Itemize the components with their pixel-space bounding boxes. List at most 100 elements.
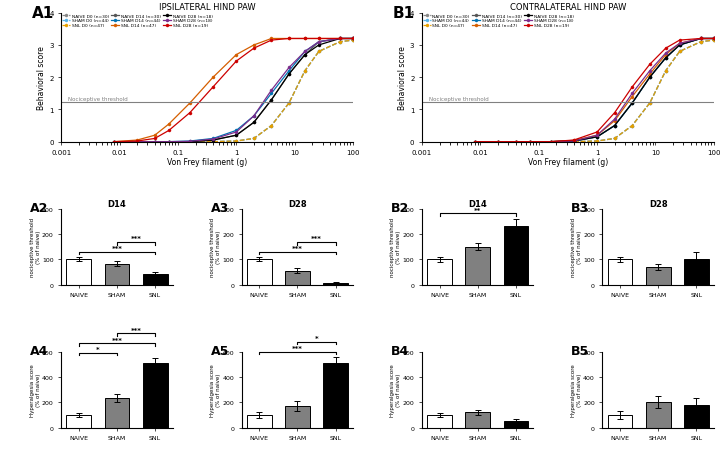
SHAM D0 (n=44) [314, 50, 323, 55]
NAIVE D28 (n=18) [645, 75, 654, 81]
NAIVE D0 (n=30) [249, 136, 258, 142]
SHAM D14 (n=44) [349, 37, 358, 42]
NAIVE D14 (n=30) [628, 101, 637, 106]
SNL D28 (n=19) [547, 140, 555, 145]
NAIVE D14 (n=30) [494, 140, 503, 145]
SHAM D28 (n=18) [110, 140, 118, 145]
SNL D14 (n=47) [547, 140, 555, 145]
Text: A2: A2 [30, 202, 48, 215]
Bar [323, 283, 348, 285]
SHAM D28 (n=18) [645, 69, 654, 74]
Bar [66, 415, 91, 428]
SNL D14 (n=47) [301, 37, 309, 42]
Text: ***: *** [131, 327, 141, 333]
Line: NAIVE D28 (n=18): NAIVE D28 (n=18) [112, 38, 355, 144]
Line: SNL D0 (n=47): SNL D0 (n=47) [112, 40, 355, 144]
SHAM D28 (n=18) [526, 140, 534, 145]
NAIVE D28 (n=18) [494, 140, 503, 145]
NAIVE D28 (n=18) [676, 43, 684, 49]
Y-axis label: nociceptive threshold
(% of naive): nociceptive threshold (% of naive) [30, 218, 40, 277]
NAIVE D14 (n=30) [349, 37, 358, 42]
Text: B3: B3 [571, 202, 589, 215]
NAIVE D14 (n=30) [285, 72, 293, 77]
Title: IPSILATERAL HIND PAW: IPSILATERAL HIND PAW [159, 3, 255, 11]
NAIVE D0 (n=30) [661, 69, 670, 74]
SNL D0 (n=47) [511, 140, 520, 145]
NAIVE D14 (n=30) [526, 140, 534, 145]
NAIVE D28 (n=18) [185, 140, 194, 145]
SHAM D0 (n=44) [336, 40, 345, 46]
SHAM D14 (n=44) [611, 123, 619, 129]
Bar [143, 364, 167, 428]
NAIVE D14 (n=30) [110, 140, 118, 145]
SHAM D0 (n=44) [301, 69, 309, 74]
Title: D28: D28 [649, 200, 668, 209]
NAIVE D0 (n=30) [494, 140, 503, 145]
SHAM D28 (n=18) [267, 88, 275, 94]
Text: B1: B1 [393, 6, 415, 21]
NAIVE D0 (n=30) [470, 140, 479, 145]
NAIVE D0 (n=30) [133, 140, 141, 145]
SNL D28 (n=19) [209, 85, 218, 91]
Text: A4: A4 [30, 344, 48, 358]
Line: NAIVE D0 (n=30): NAIVE D0 (n=30) [473, 40, 715, 144]
SNL D14 (n=47) [593, 133, 601, 139]
NAIVE D14 (n=30) [249, 120, 258, 126]
Bar [427, 260, 452, 285]
NAIVE D28 (n=18) [593, 135, 601, 140]
SHAM D0 (n=44) [209, 140, 218, 145]
Text: B2: B2 [391, 202, 409, 215]
SNL D0 (n=47) [593, 139, 601, 144]
NAIVE D0 (n=30) [285, 101, 293, 106]
SHAM D28 (n=18) [301, 50, 309, 55]
SNL D28 (n=19) [133, 139, 141, 144]
NAIVE D0 (n=30) [267, 123, 275, 129]
Line: SHAM D14 (n=44): SHAM D14 (n=44) [473, 38, 715, 144]
SNL D14 (n=47) [133, 138, 141, 143]
SHAM D28 (n=18) [676, 41, 684, 47]
NAIVE D28 (n=18) [267, 98, 275, 103]
Line: NAIVE D0 (n=30): NAIVE D0 (n=30) [112, 40, 355, 144]
SNL D28 (n=19) [661, 46, 670, 52]
SHAM D0 (n=44) [570, 140, 578, 145]
NAIVE D28 (n=18) [511, 140, 520, 145]
SHAM D14 (n=44) [645, 75, 654, 81]
NAIVE D14 (n=30) [570, 139, 578, 144]
SNL D0 (n=47) [628, 123, 637, 129]
SNL D14 (n=47) [709, 37, 718, 42]
SHAM D28 (n=18) [185, 139, 194, 145]
Y-axis label: Hyperalgesia score
(% of naive): Hyperalgesia score (% of naive) [210, 364, 221, 416]
SNL D28 (n=19) [185, 111, 194, 116]
SHAM D28 (n=18) [232, 130, 241, 136]
NAIVE D14 (n=30) [645, 75, 654, 81]
Title: D14: D14 [469, 200, 487, 209]
NAIVE D14 (n=30) [696, 37, 705, 42]
SHAM D0 (n=44) [511, 140, 520, 145]
SNL D0 (n=47) [526, 140, 534, 145]
SHAM D0 (n=44) [110, 140, 118, 145]
NAIVE D0 (n=30) [301, 69, 309, 74]
Line: NAIVE D28 (n=18): NAIVE D28 (n=18) [473, 38, 715, 144]
SNL D14 (n=47) [349, 37, 358, 42]
NAIVE D0 (n=30) [185, 140, 194, 145]
SNL D14 (n=47) [336, 37, 345, 42]
Text: ***: *** [292, 345, 303, 351]
SHAM D14 (n=44) [709, 37, 718, 42]
NAIVE D28 (n=18) [209, 138, 218, 143]
NAIVE D0 (n=30) [164, 140, 173, 145]
Bar [465, 247, 490, 285]
SNL D28 (n=19) [232, 59, 241, 65]
SHAM D28 (n=18) [547, 140, 555, 145]
Bar [285, 406, 310, 428]
NAIVE D0 (n=30) [676, 50, 684, 55]
NAIVE D0 (n=30) [209, 140, 218, 145]
SNL D28 (n=19) [511, 140, 520, 145]
Y-axis label: nociceptive threshold
(% of naive): nociceptive threshold (% of naive) [210, 218, 221, 277]
Bar [105, 398, 129, 428]
Bar [503, 421, 528, 428]
NAIVE D0 (n=30) [696, 40, 705, 46]
NAIVE D14 (n=30) [547, 140, 555, 145]
SNL D14 (n=47) [526, 140, 534, 145]
SHAM D14 (n=44) [110, 140, 118, 145]
SNL D28 (n=19) [676, 38, 684, 44]
